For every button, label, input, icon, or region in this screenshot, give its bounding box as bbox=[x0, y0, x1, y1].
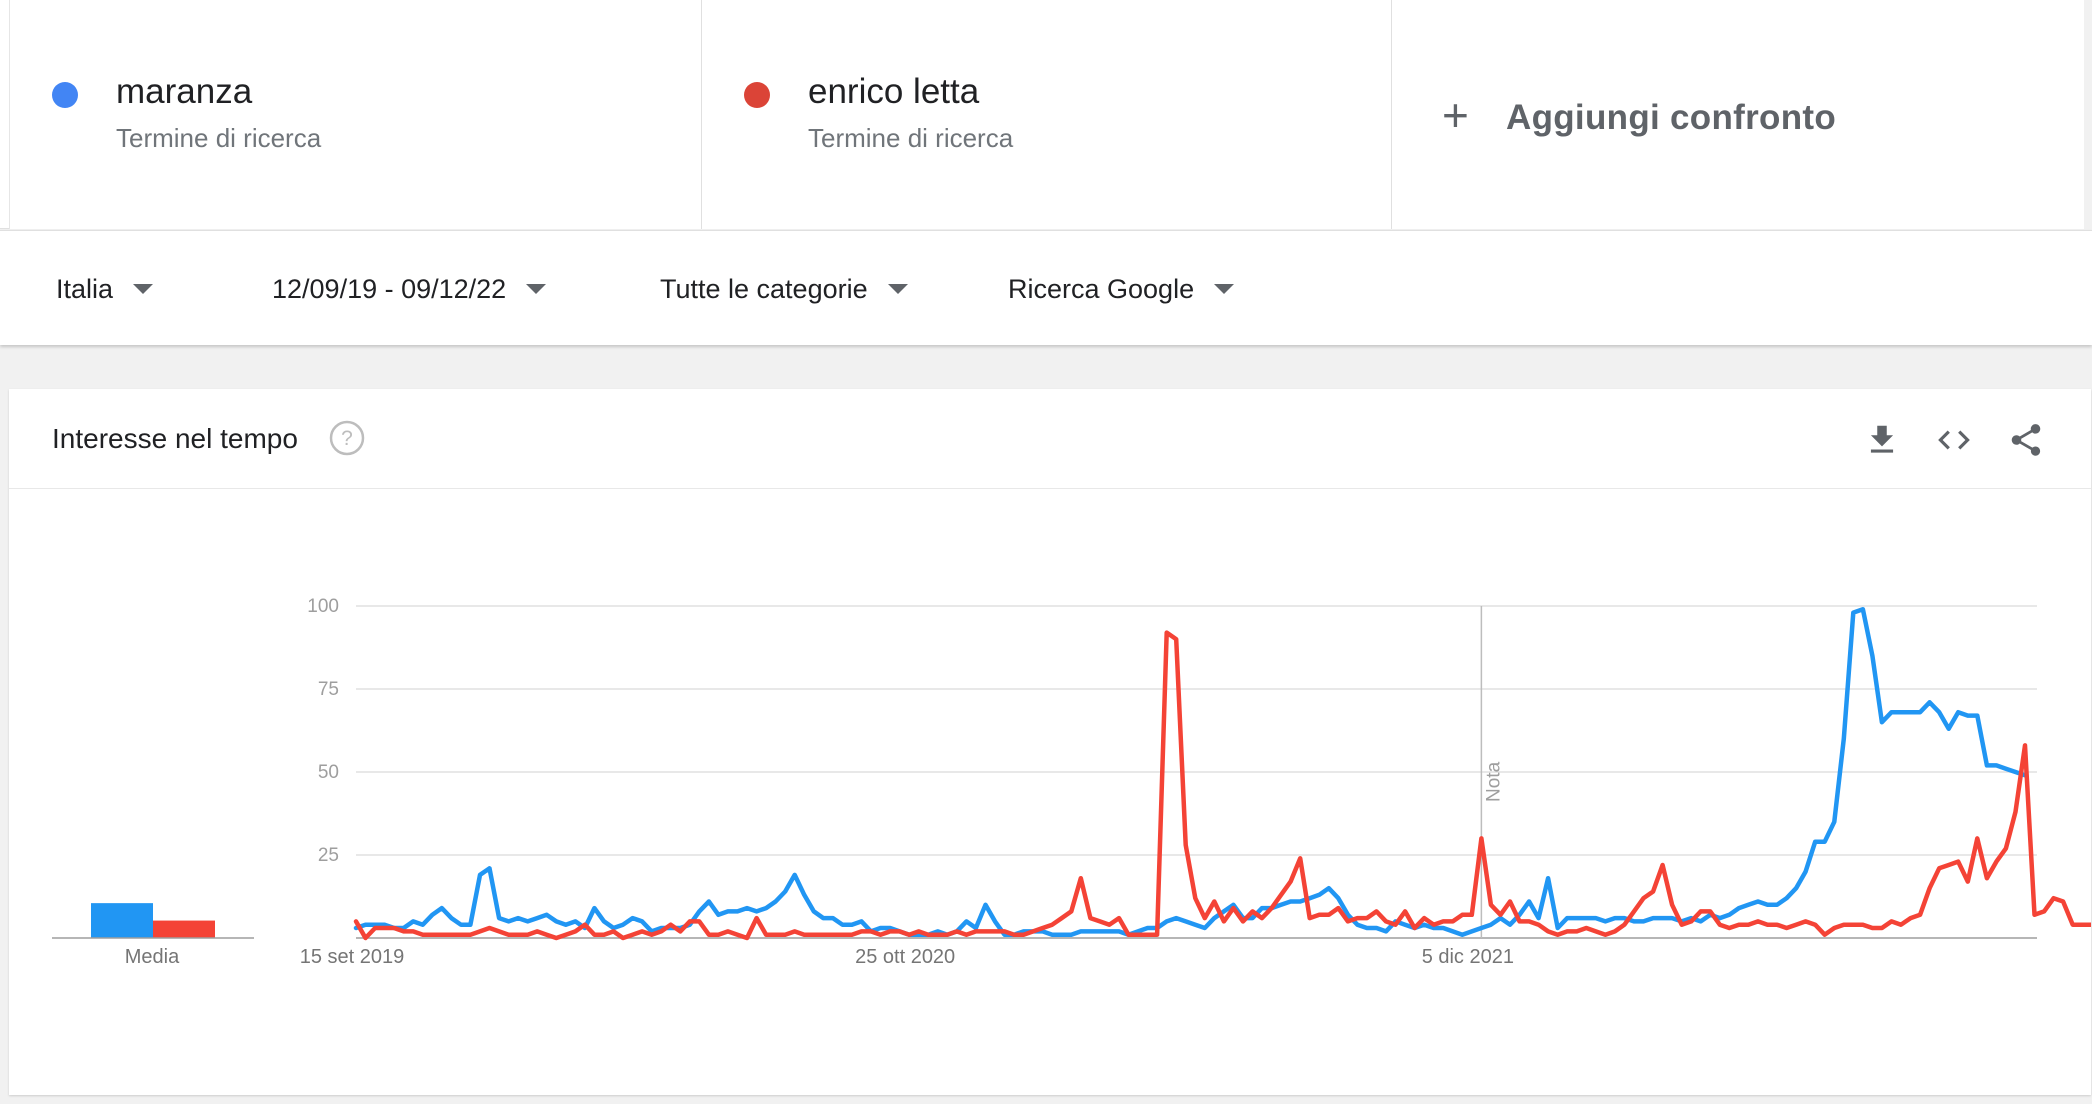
search-type-select-label: Ricerca Google bbox=[1008, 273, 1195, 304]
filter-bar: Italia 12/09/19 - 09/12/22 Tutte le cate… bbox=[0, 230, 2092, 345]
dropdown-arrow-icon bbox=[1214, 284, 1235, 294]
term-card-maranza[interactable]: maranza Termine di ricerca bbox=[9, 0, 701, 229]
term-card-enrico-letta[interactable]: enrico letta Termine di ricerca bbox=[701, 0, 1391, 229]
x-tick-label: 15 set 2019 bbox=[300, 946, 405, 968]
add-compare-label: Aggiungi confronto bbox=[1506, 98, 1837, 137]
date-range-select[interactable]: 12/09/19 - 09/12/22 bbox=[272, 269, 547, 309]
series-line-maranza[interactable] bbox=[353, 607, 2028, 937]
category-select[interactable]: Tutte le categorie bbox=[660, 269, 908, 309]
average-label: Media bbox=[125, 946, 180, 968]
term-color-dot bbox=[744, 82, 770, 108]
term-color-dot bbox=[52, 82, 78, 108]
dropdown-arrow-icon bbox=[887, 284, 908, 294]
y-tick-label: 50 bbox=[318, 762, 339, 783]
average-bar-enrico-letta bbox=[153, 920, 215, 938]
average-bar-maranza bbox=[91, 903, 153, 938]
download-icon[interactable] bbox=[1863, 421, 1901, 459]
svg-text:?: ? bbox=[341, 427, 353, 450]
region-select[interactable]: Italia bbox=[56, 269, 154, 309]
term-type: Termine di ricerca bbox=[116, 123, 322, 153]
add-compare-card[interactable]: + Aggiungi confronto bbox=[1391, 0, 2092, 229]
y-tick-label: 25 bbox=[318, 845, 339, 866]
region-select-label: Italia bbox=[56, 273, 114, 304]
search-type-select[interactable]: Ricerca Google bbox=[1008, 269, 1235, 309]
y-tick-label: 100 bbox=[307, 596, 339, 617]
term-name[interactable]: enrico letta bbox=[808, 72, 980, 111]
interest-over-time-card: Interesse nel tempo ? 25 50 75 100 15 set 20… bbox=[9, 389, 2091, 1095]
embed-icon[interactable] bbox=[1935, 421, 1973, 459]
x-tick-label: 25 ott 2020 bbox=[855, 946, 955, 968]
add-compare-button[interactable]: + Aggiungi confronto bbox=[1392, 90, 2092, 144]
term-type: Termine di ricerca bbox=[808, 123, 1014, 153]
category-select-label: Tutte le categorie bbox=[660, 273, 868, 304]
annotation-label[interactable]: Nota bbox=[1483, 761, 1504, 802]
x-tick-label: 5 dic 2021 bbox=[1422, 946, 1514, 968]
plus-icon: + bbox=[1442, 89, 1469, 141]
divider bbox=[2084, 0, 2092, 229]
help-icon[interactable]: ? bbox=[329, 420, 365, 456]
card-header: Interesse nel tempo ? bbox=[9, 389, 2091, 489]
series-line-enrico-letta[interactable] bbox=[353, 630, 2091, 941]
compare-bar: maranza Termine di ricerca enrico letta … bbox=[0, 0, 2092, 229]
share-icon[interactable] bbox=[2007, 421, 2045, 459]
y-tick-label: 75 bbox=[318, 679, 339, 700]
dropdown-arrow-icon bbox=[526, 284, 547, 294]
term-name[interactable]: maranza bbox=[116, 72, 253, 111]
card-title: Interesse nel tempo bbox=[52, 423, 298, 454]
dropdown-arrow-icon bbox=[133, 284, 154, 294]
line-chart[interactable]: 25 50 75 100 15 set 2019 25 ott 2020 5 dic 202… bbox=[9, 389, 2091, 1095]
date-range-select-label: 12/09/19 - 09/12/22 bbox=[272, 273, 507, 304]
